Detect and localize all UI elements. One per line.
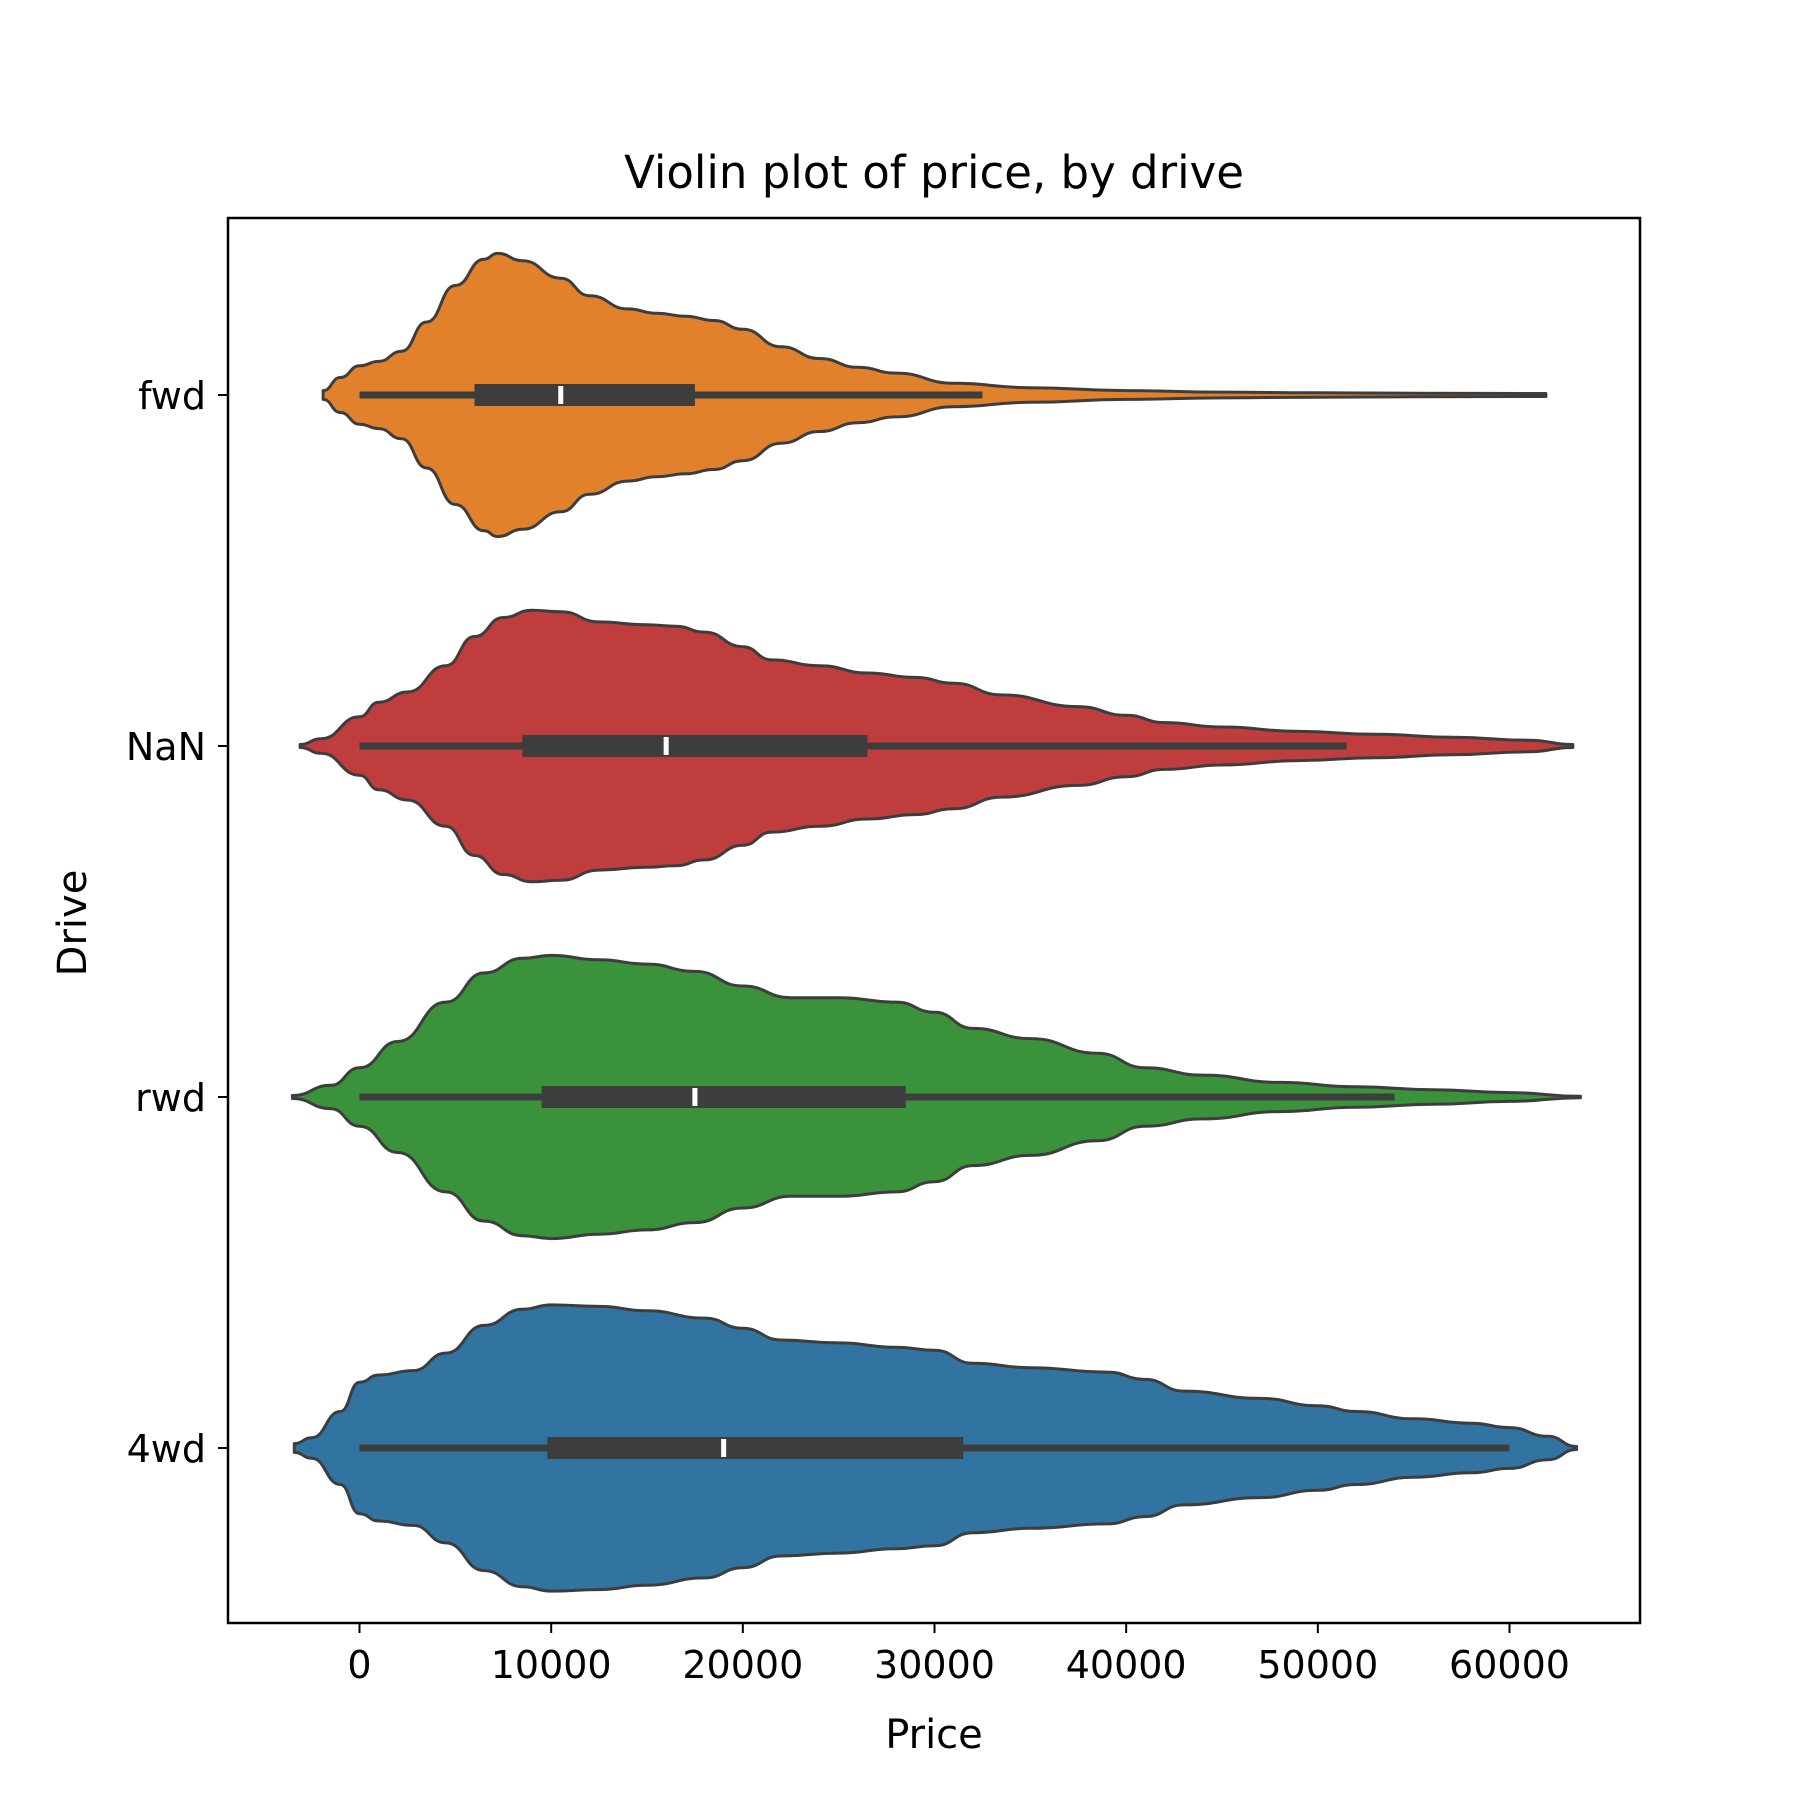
iqr-box-nan bbox=[522, 735, 868, 757]
iqr-box-4wd bbox=[547, 1437, 964, 1459]
chart-title: Violin plot of price, by drive bbox=[624, 146, 1244, 199]
violin-group-rwd bbox=[290, 953, 1582, 1241]
violins-layer bbox=[290, 251, 1582, 1593]
y-tick-label-rwd: rwd bbox=[135, 1076, 206, 1120]
x-tick-label: 40000 bbox=[1066, 1643, 1187, 1687]
median-marker-fwd bbox=[558, 386, 564, 404]
iqr-box-rwd bbox=[541, 1086, 906, 1108]
iqr-box-fwd bbox=[474, 384, 695, 406]
x-tick-label: 30000 bbox=[874, 1643, 995, 1687]
plot-frame bbox=[226, 216, 1642, 1625]
x-axis-label: Price bbox=[885, 1712, 983, 1758]
y-axis-ticks: fwd NaN rwd 4wd bbox=[126, 374, 228, 1471]
median-marker-rwd bbox=[692, 1088, 698, 1106]
x-tick-label: 0 bbox=[347, 1643, 371, 1687]
median-marker-4wd bbox=[721, 1439, 727, 1457]
violin-group-nan bbox=[298, 608, 1575, 884]
x-axis-ticks: 0 10000 20000 30000 40000 50000 60000 bbox=[347, 1623, 1570, 1687]
x-tick-label: 60000 bbox=[1449, 1643, 1570, 1687]
x-tick-label: 20000 bbox=[682, 1643, 803, 1687]
x-tick-label: 10000 bbox=[491, 1643, 612, 1687]
y-axis-label: Drive bbox=[50, 870, 96, 977]
x-tick-label: 50000 bbox=[1257, 1643, 1378, 1687]
violin-group-4wd bbox=[292, 1303, 1579, 1593]
y-tick-label-fwd: fwd bbox=[138, 374, 206, 418]
y-tick-label-4wd: 4wd bbox=[127, 1427, 206, 1471]
violin-group-fwd bbox=[321, 251, 1548, 539]
median-marker-nan bbox=[663, 737, 669, 755]
y-tick-label-nan: NaN bbox=[126, 725, 206, 769]
